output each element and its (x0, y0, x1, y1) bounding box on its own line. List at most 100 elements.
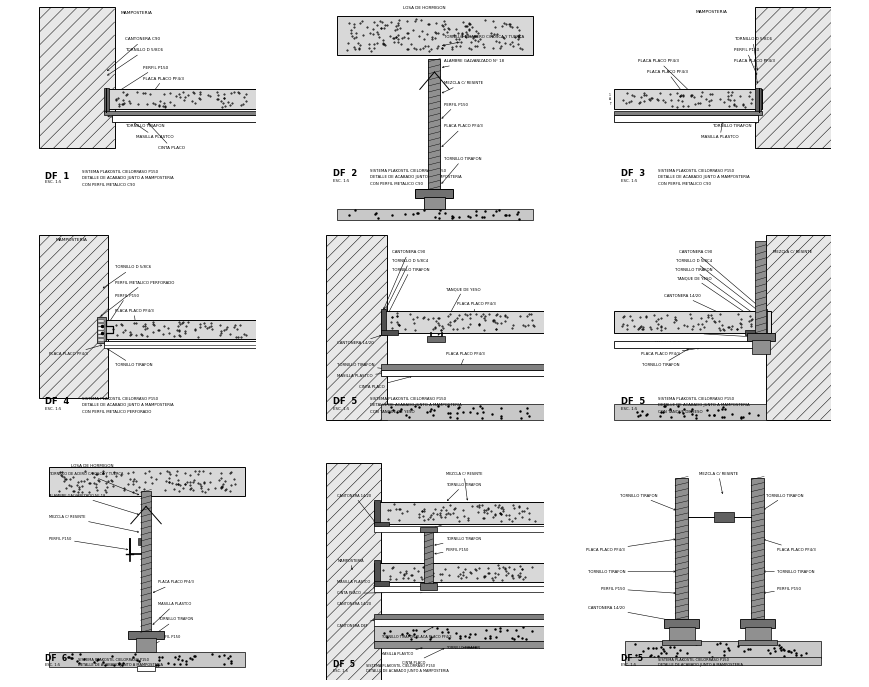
Text: TORNILLO TIRAFON: TORNILLO TIRAFON (587, 570, 674, 574)
Bar (428, 59, 440, 190)
Bar (752, 340, 769, 354)
Text: MAMPOSTERIA: MAMPOSTERIA (337, 559, 363, 570)
Text: MASILLA PLASTCO: MASILLA PLASTCO (337, 581, 400, 592)
Text: TANQUE DE YESO: TANQUE DE YESO (677, 276, 760, 323)
Text: ESC. 1:5: ESC. 1:5 (333, 669, 348, 673)
Bar (661, 640, 700, 645)
Bar (374, 500, 379, 526)
Text: DETALLE DE ACABADO JUNTO A MAMPOSTERIA: DETALLE DE ACABADO JUNTO A MAMPOSTERIA (365, 669, 448, 673)
Bar (374, 585, 543, 592)
Text: DETALLE DE ACABADO JUNTO A MAMPOSTERIA: DETALLE DE ACABADO JUNTO A MAMPOSTERIA (369, 403, 461, 407)
Text: ESC. 1:5: ESC. 1:5 (45, 407, 62, 411)
Text: MASILLA PLASTCO: MASILLA PLASTCO (700, 122, 738, 139)
Bar (98, 324, 104, 326)
Text: PERFIL P150: PERFIL P150 (153, 635, 180, 644)
Bar (50, 467, 244, 495)
Text: ESC. 1:5: ESC. 1:5 (620, 663, 635, 667)
Text: CINTA PLACO: CINTA PLACO (337, 592, 421, 595)
Text: CON TANQUE DE YESO: CON TANQUE DE YESO (657, 410, 701, 414)
Text: SISTEMA PLAKOSTIL CIELORRASO P150: SISTEMA PLAKOSTIL CIELORRASO P150 (369, 397, 446, 401)
Text: MEZCLA C/ RESINTE: MEZCLA C/ RESINTE (698, 472, 737, 493)
Text: PERFIL P150: PERFIL P150 (441, 102, 468, 118)
Bar (103, 341, 255, 348)
Text: SISTEMA PLAKOSTIL CIELORRASO P150: SISTEMA PLAKOSTIL CIELORRASO P150 (365, 664, 434, 668)
Text: CANTONERA DEF: CANTONERA DEF (337, 620, 374, 628)
Text: PERFIL P150: PERFIL P150 (50, 537, 128, 550)
Text: LOSA DE HORMIGON: LOSA DE HORMIGON (402, 6, 445, 10)
Bar (374, 614, 543, 619)
Text: MEZCLA C/ RESINTE: MEZCLA C/ RESINTE (441, 81, 482, 93)
Text: TORNILLO TIRAFON: TORNILLO TIRAFON (711, 116, 753, 128)
Bar (420, 527, 436, 532)
Text: TORNILLO TIRAFON: TORNILLO TIRAFON (337, 363, 389, 370)
Text: TORNILLO TIRAFON: TORNILLO TIRAFON (386, 268, 428, 318)
Bar (664, 619, 698, 628)
Bar (381, 364, 543, 370)
Text: PLACA PLACO PF4/3: PLACA PLACO PF4/3 (143, 76, 183, 99)
Text: SISTEMA PLAKOSTIL CIELORRASO P150: SISTEMA PLAKOSTIL CIELORRASO P150 (657, 169, 733, 173)
Text: MAMPOSTERIA: MAMPOSTERIA (55, 238, 87, 243)
Text: LOSA DE HORMIGON: LOSA DE HORMIGON (71, 464, 114, 469)
Bar (625, 657, 819, 665)
Text: PLACA PLACO PF4/3: PLACA PLACO PF4/3 (445, 352, 484, 374)
Text: ESC. 1:5: ESC. 1:5 (333, 179, 348, 183)
Bar (103, 89, 109, 112)
Bar (614, 341, 766, 348)
Text: TORNILLO TIRAFON: TORNILLO TIRAFON (445, 483, 481, 501)
Text: TORNILLO TIRAFON: TORNILLO TIRAFON (108, 115, 165, 128)
Bar (326, 235, 387, 420)
Text: TORNILLO TIRAFON: TORNILLO TIRAFON (663, 330, 753, 337)
Text: TORNILLO TIRAFON: TORNILLO TIRAFON (673, 268, 760, 319)
Text: PERFIL P150: PERFIL P150 (763, 587, 800, 594)
Text: TORNILLO TIRAFON: TORNILLO TIRAFON (641, 349, 687, 368)
Text: DF  5: DF 5 (620, 397, 644, 406)
Bar (754, 241, 766, 333)
Text: MASILLA PLASTCO: MASILLA PLASTCO (131, 121, 174, 139)
Text: 1
ALTO
T: 1 ALTO T (249, 93, 256, 106)
Text: MEZCLA C/ RESINTE: MEZCLA C/ RESINTE (50, 515, 138, 532)
Text: MASILLA PLASTCO: MASILLA PLASTCO (337, 371, 400, 378)
Bar (614, 115, 757, 122)
Text: CANTONERA 14/20: CANTONERA 14/20 (587, 607, 674, 622)
Bar (381, 330, 398, 335)
Text: TORNILLO D 5/8C6: TORNILLO D 5/8C6 (108, 48, 163, 76)
Bar (424, 197, 444, 209)
Text: ESC. 1:5: ESC. 1:5 (45, 180, 62, 183)
Text: DF  5: DF 5 (333, 397, 357, 406)
Bar (614, 405, 766, 420)
Bar (740, 619, 774, 628)
Bar (381, 370, 543, 376)
Text: ESC. 1:5: ESC. 1:5 (620, 407, 636, 411)
Bar (614, 311, 770, 333)
Text: PLACA PLACO PF4/3: PLACA PLACO PF4/3 (647, 70, 688, 101)
Text: DF  4: DF 4 (45, 397, 70, 406)
Bar (374, 563, 543, 583)
Bar (374, 581, 389, 585)
Text: TORNILLO TIRAFON: TORNILLO TIRAFON (424, 315, 461, 331)
Bar (374, 641, 543, 648)
Bar (424, 530, 433, 585)
Bar (737, 640, 776, 645)
Bar (103, 319, 255, 339)
Text: SISTEMA PLAKOSTIL CIELORRASO P150: SISTEMA PLAKOSTIL CIELORRASO P150 (369, 169, 446, 173)
Text: PERFIL P150: PERFIL P150 (733, 48, 758, 74)
Bar (374, 626, 543, 641)
Bar (98, 331, 104, 333)
Text: TORNILLO TIRAFON: TORNILLO TIRAFON (441, 157, 481, 183)
Text: 1
A
T: 1 A T (608, 93, 610, 106)
Bar (381, 311, 543, 333)
Text: MAMPOSTERIA: MAMPOSTERIA (695, 10, 727, 14)
Text: DF  5: DF 5 (620, 653, 642, 662)
Text: TORNILLO TIRAFON PLACA PLACO PF4/3: TORNILLO TIRAFON PLACA PLACO PF4/3 (381, 627, 451, 639)
Bar (50, 652, 244, 667)
Bar (744, 627, 770, 641)
Text: CANTONERA 14/20: CANTONERA 14/20 (337, 335, 381, 346)
Bar (38, 235, 108, 398)
Text: CON PERFIL METALICO C90: CON PERFIL METALICO C90 (657, 182, 710, 186)
Text: DETALLE DE ACABADO JUNTO A MAMPOSTERIA: DETALLE DE ACABADO JUNTO A MAMPOSTERIA (369, 175, 461, 179)
Text: DETALLE DE ACABADO JUNTO A MAMPOSTERIA: DETALLE DE ACABADO JUNTO A MAMPOSTERIA (657, 663, 742, 667)
Text: TORNILLO D 5/8C4: TORNILLO D 5/8C4 (383, 259, 428, 313)
Text: TORNILLO DE ACERO C/ROSCA Y TUERCA: TORNILLO DE ACERO C/ROSCA Y TUERCA (442, 35, 523, 46)
Text: CON TANQUE DE YESO: CON TANQUE DE YESO (369, 410, 414, 414)
Text: DF  6: DF 6 (45, 653, 67, 662)
